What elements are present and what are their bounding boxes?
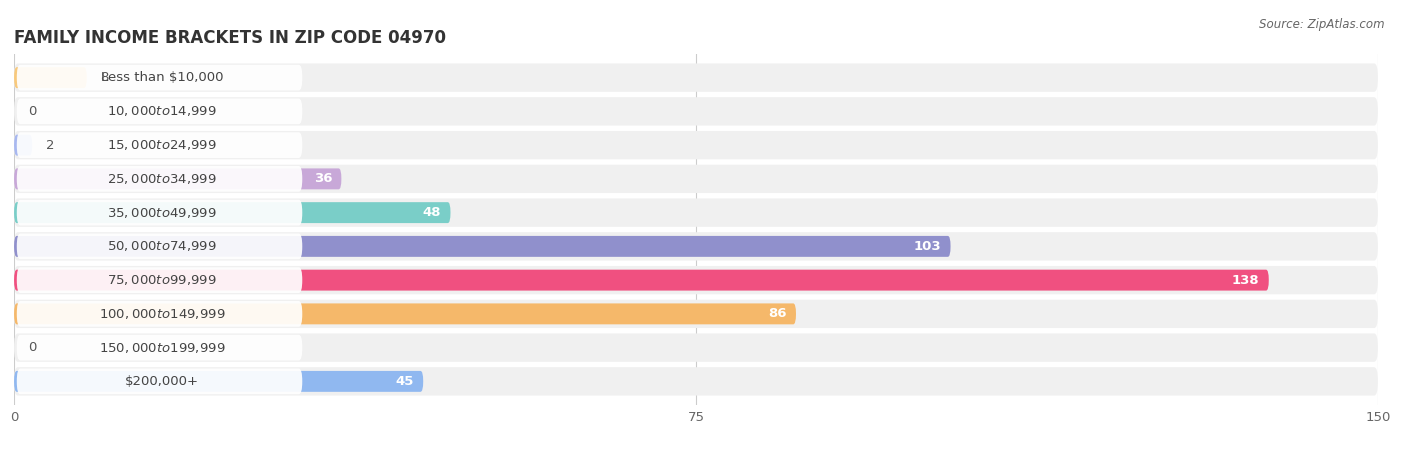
FancyBboxPatch shape [14,63,1378,92]
FancyBboxPatch shape [14,198,1378,227]
Text: $150,000 to $199,999: $150,000 to $199,999 [98,341,225,355]
Text: $100,000 to $149,999: $100,000 to $149,999 [98,307,225,321]
Text: 138: 138 [1232,274,1260,287]
FancyBboxPatch shape [17,234,302,259]
FancyBboxPatch shape [17,369,302,394]
FancyBboxPatch shape [17,267,302,293]
FancyBboxPatch shape [14,371,423,392]
FancyBboxPatch shape [14,300,1378,328]
Text: FAMILY INCOME BRACKETS IN ZIP CODE 04970: FAMILY INCOME BRACKETS IN ZIP CODE 04970 [14,29,446,47]
FancyBboxPatch shape [17,65,302,90]
FancyBboxPatch shape [14,232,1378,261]
Text: Less than $10,000: Less than $10,000 [101,71,224,84]
FancyBboxPatch shape [14,303,796,324]
FancyBboxPatch shape [14,67,87,88]
FancyBboxPatch shape [14,270,1268,291]
FancyBboxPatch shape [17,335,302,360]
Text: 0: 0 [28,341,37,354]
Text: 8: 8 [100,71,108,84]
FancyBboxPatch shape [17,200,302,225]
Text: 48: 48 [423,206,441,219]
FancyBboxPatch shape [14,266,1378,294]
Text: 0: 0 [28,105,37,118]
FancyBboxPatch shape [14,333,1378,362]
Text: $50,000 to $74,999: $50,000 to $74,999 [107,239,217,253]
Text: Source: ZipAtlas.com: Source: ZipAtlas.com [1260,18,1385,31]
Text: $25,000 to $34,999: $25,000 to $34,999 [107,172,217,186]
FancyBboxPatch shape [17,301,302,327]
FancyBboxPatch shape [14,131,1378,159]
FancyBboxPatch shape [14,97,1378,126]
FancyBboxPatch shape [14,236,950,257]
FancyBboxPatch shape [14,165,1378,193]
Text: 36: 36 [314,172,332,185]
FancyBboxPatch shape [14,168,342,189]
Text: $15,000 to $24,999: $15,000 to $24,999 [107,138,217,152]
FancyBboxPatch shape [14,367,1378,396]
FancyBboxPatch shape [14,202,450,223]
Text: 45: 45 [395,375,415,388]
Text: $75,000 to $99,999: $75,000 to $99,999 [107,273,217,287]
FancyBboxPatch shape [17,99,302,124]
Text: $200,000+: $200,000+ [125,375,200,388]
Text: $35,000 to $49,999: $35,000 to $49,999 [107,206,217,220]
Text: $10,000 to $14,999: $10,000 to $14,999 [107,104,217,118]
Text: 86: 86 [769,307,787,320]
FancyBboxPatch shape [14,135,32,156]
FancyBboxPatch shape [17,132,302,158]
FancyBboxPatch shape [17,166,302,192]
Text: 103: 103 [914,240,942,253]
Text: 2: 2 [46,139,55,152]
